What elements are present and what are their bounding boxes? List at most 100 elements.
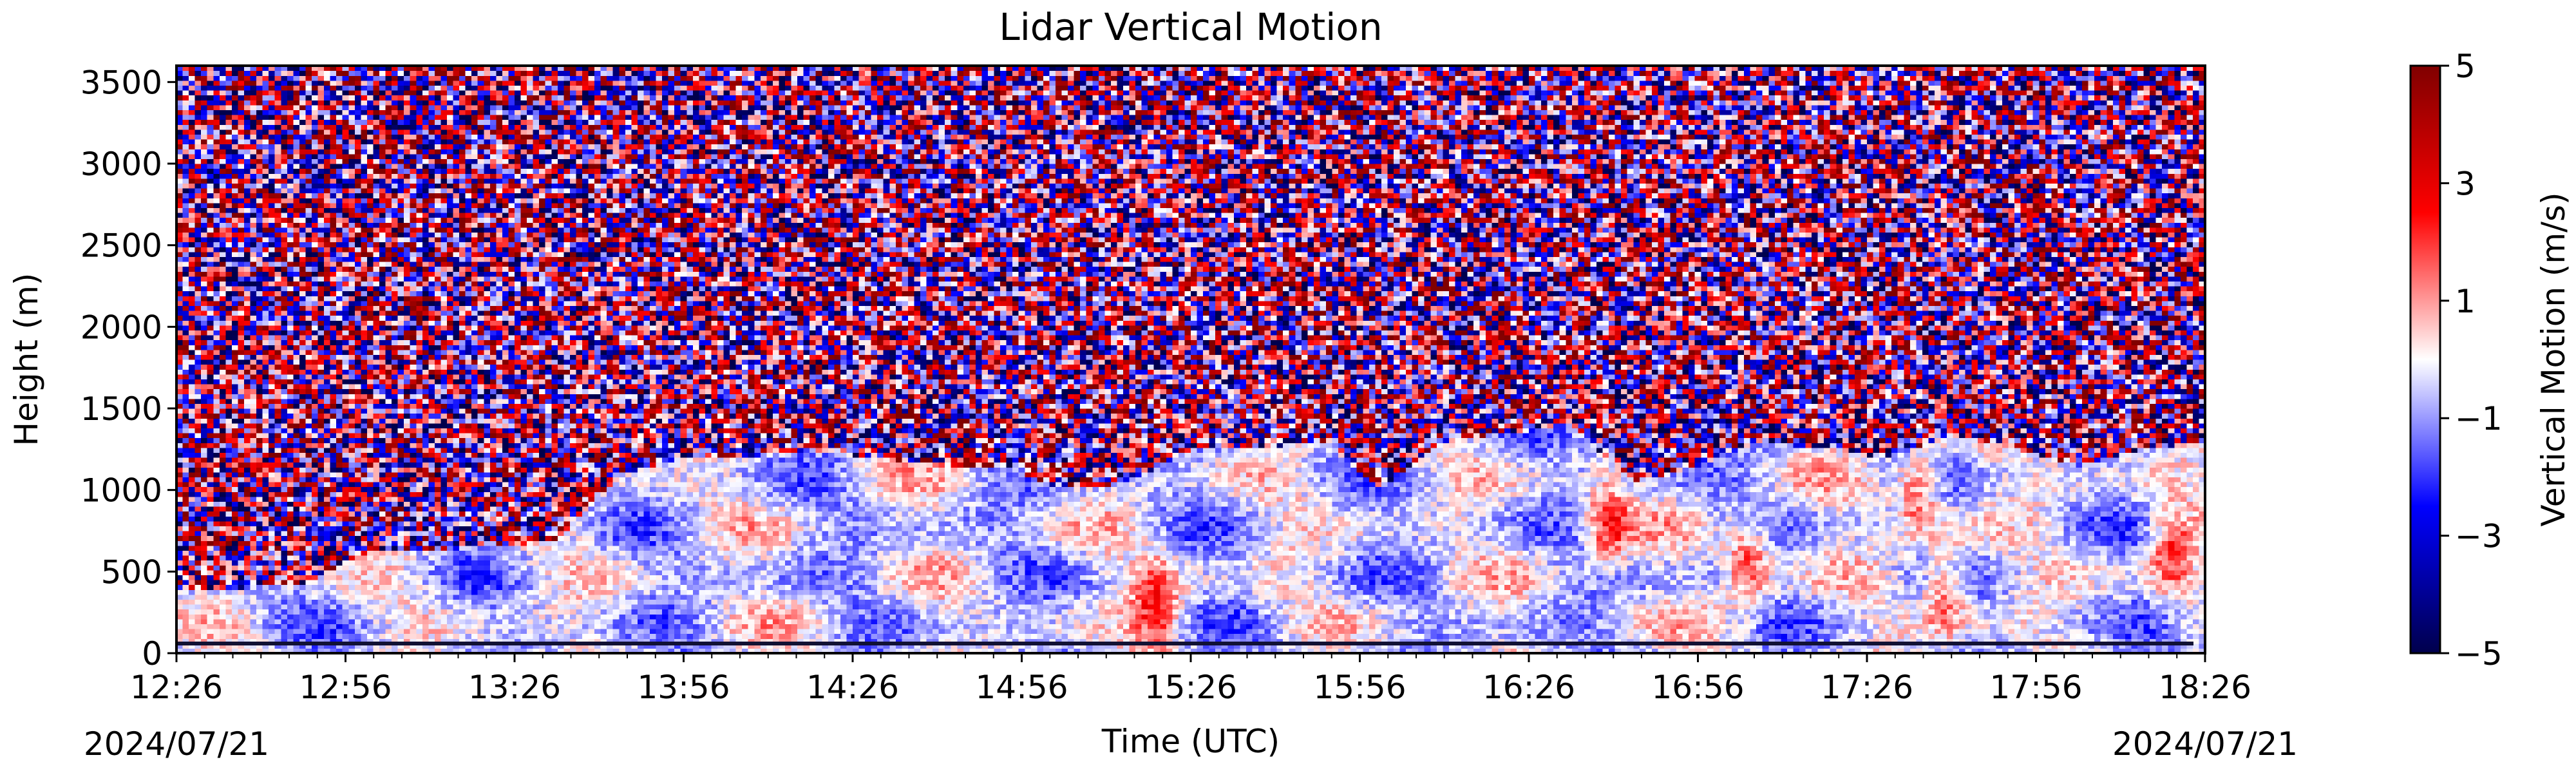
heatmap-column [1424,66,1431,653]
heatmap-column [1756,66,1763,653]
heatmap-column [828,66,835,653]
heatmap-column [612,66,620,653]
heatmap-column [981,66,989,653]
heatmap-column [600,66,607,653]
heatmap-column [1848,66,1855,653]
heatmap-column [951,66,958,653]
heatmap-column [207,66,214,653]
heatmap-column [2008,66,2015,653]
heatmap-column [1061,66,1068,653]
heatmap-column [182,66,189,653]
heatmap-column [1694,66,1701,653]
heatmap-column [1129,66,1136,653]
heatmap-column [477,66,484,653]
heatmap-column [1000,66,1007,653]
heatmap-column [1135,66,1142,653]
heatmap-column [250,66,257,653]
heatmap-column [834,66,841,653]
heatmap-column [1123,66,1130,653]
heatmap-column [2020,66,2027,653]
heatmap-column [723,66,730,653]
heatmap-column [1633,66,1640,653]
heatmap-column [1197,66,1204,653]
colorbar-tick-label: 5 [2455,48,2476,85]
x-tick-label: 15:56 [1313,669,1406,706]
heatmap-column [1664,66,1671,653]
heatmap-column [1030,66,1037,653]
x-tick-label: 14:26 [806,669,899,706]
heatmap-column [1689,66,1696,653]
heatmap-column [1037,66,1044,653]
chart-title: Lidar Vertical Motion [999,5,1382,49]
heatmap-column [1375,66,1382,653]
heatmap-column [238,66,245,653]
heatmap-column [1271,66,1278,653]
heatmap-column [1553,66,1560,653]
heatmap-column [2094,66,2101,653]
heatmap-column [889,66,896,653]
heatmap-column [2112,66,2119,653]
heatmap-column [1922,66,1929,653]
heatmap-column [1854,66,1862,653]
heatmap-column [1719,66,1727,653]
heatmap-column [330,66,337,653]
heatmap-column [1018,66,1025,653]
heatmap-column [717,66,724,653]
heatmap-column [1430,66,1437,653]
heatmap-column [699,66,706,653]
y-tick-label: 3500 [80,64,162,101]
heatmap-column [2143,66,2150,653]
heatmap-column [945,66,952,653]
heatmap-column [2051,66,2058,653]
heatmap-column [1160,66,1167,653]
heatmap-column [1436,66,1443,653]
heatmap-column [680,66,687,653]
heatmap-column [336,66,343,653]
heatmap-column [1609,66,1616,653]
heatmap-column [453,66,460,653]
heatmap-column [576,66,583,653]
heatmap-column [1356,66,1363,653]
heatmap-column [754,66,761,653]
heatmap-column [1412,66,1419,653]
x-end-date-label: 2024/07/21 [2112,725,2298,763]
heatmap-column [1264,66,1271,653]
x-tick-label: 13:26 [468,669,561,706]
heatmap-column [392,66,399,653]
heatmap-column [1965,66,1972,653]
heatmap-column [354,66,361,653]
heatmap-column [305,66,312,653]
heatmap-column [440,66,448,653]
heatmap-column [2027,66,2034,653]
heatmap-column [484,66,491,653]
heatmap-column [281,66,288,653]
heatmap-column [1786,66,1794,653]
heatmap-column [963,66,970,653]
heatmap-column [1276,66,1283,653]
heatmap-column [1781,66,1788,653]
heatmap-column [1492,66,1499,653]
heatmap-column [1817,66,1824,653]
heatmap-column [687,66,694,653]
heatmap-column [1080,66,1087,653]
heatmap-column [1504,66,1511,653]
y-tick-label: 0 [142,635,162,673]
heatmap-column [1836,66,1843,653]
heatmap-column [791,66,798,653]
heatmap-column [1989,66,1997,653]
heatmap-column [1793,66,1800,653]
heatmap-column [1104,66,1112,653]
heatmap-column [201,66,208,653]
heatmap-column [748,66,755,653]
heatmap-column [1252,66,1259,653]
heatmap-column [1842,66,1849,653]
heatmap-column [1651,66,1659,653]
heatmap-column [1996,66,2003,653]
colorbar-tick-label: −5 [2455,635,2503,673]
x-tick-label: 14:56 [975,669,1068,706]
heatmap-column [914,66,921,653]
heatmap-column [1738,66,1745,653]
heatmap-column [287,66,294,653]
x-axis-label: Time (UTC) [1101,723,1280,760]
heatmap-column [810,66,817,653]
